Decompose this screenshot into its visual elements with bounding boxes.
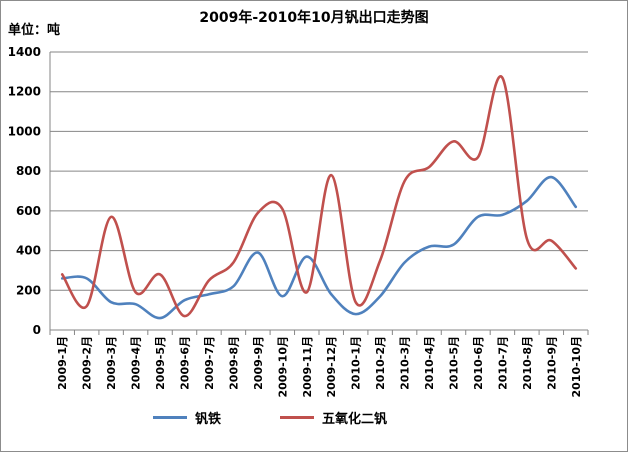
x-tick-label: 2010-8月 xyxy=(521,336,534,390)
x-tick-label: 2009-1月 xyxy=(56,336,69,390)
x-tick-label: 2010-3月 xyxy=(399,336,412,390)
legend-label-series-1: 钒铁 xyxy=(195,411,222,427)
x-tick-label: 2010-6月 xyxy=(472,336,485,390)
unit-label: 单位：吨 xyxy=(8,23,61,38)
x-tick-label: 2009-9月 xyxy=(252,336,265,390)
x-tick-label: 2010-4月 xyxy=(423,336,436,390)
y-tick-label: 200 xyxy=(16,283,41,297)
x-tick-label: 2009-5月 xyxy=(154,336,167,390)
x-tick-label: 2010-1月 xyxy=(350,336,363,390)
y-tick-label: 1400 xyxy=(8,45,41,59)
y-tick-label: 800 xyxy=(16,164,41,178)
x-tick-label: 2009-3月 xyxy=(105,336,118,390)
legend-swatch-series-1 xyxy=(153,415,187,419)
x-tick-label: 2009-7月 xyxy=(203,336,216,390)
x-tick-label: 2010-9月 xyxy=(545,336,558,390)
legend-label-series-2: 五氧化二钒 xyxy=(322,411,388,427)
series-line-2 xyxy=(60,75,578,318)
y-tick-label: 400 xyxy=(16,244,41,258)
x-tick-label: 2009-2月 xyxy=(81,336,94,390)
y-tick-label: 1000 xyxy=(8,124,41,138)
x-tick-label: 2009-11月 xyxy=(301,336,314,398)
legend-swatch-series-2 xyxy=(280,415,314,419)
x-tick-label: 2009-10月 xyxy=(276,336,289,398)
x-tick-label: 2009-12月 xyxy=(325,336,338,398)
chart-title: 2009年-2010年10月钒出口走势图 xyxy=(199,10,429,26)
x-tick-label: 2009-6月 xyxy=(179,336,192,390)
x-tick-label: 2010-2月 xyxy=(374,336,387,390)
legend: 钒铁 五氧化二钒 xyxy=(0,407,628,427)
x-tick-label: 2010-7月 xyxy=(496,336,509,390)
x-tick-label: 2009-8月 xyxy=(227,336,240,390)
legend-item-series-2: 五氧化二钒 xyxy=(280,407,387,427)
series-line-1 xyxy=(60,175,578,320)
legend-item-series-1: 钒铁 xyxy=(153,407,221,427)
x-tick-label: 2010-10月 xyxy=(570,336,583,398)
x-tick-label: 2010-5月 xyxy=(448,336,461,390)
y-tick-label: 1200 xyxy=(8,85,41,99)
y-tick-label: 600 xyxy=(16,204,41,218)
y-tick-label: 0 xyxy=(33,323,41,337)
x-tick-label: 2009-4月 xyxy=(130,336,143,390)
